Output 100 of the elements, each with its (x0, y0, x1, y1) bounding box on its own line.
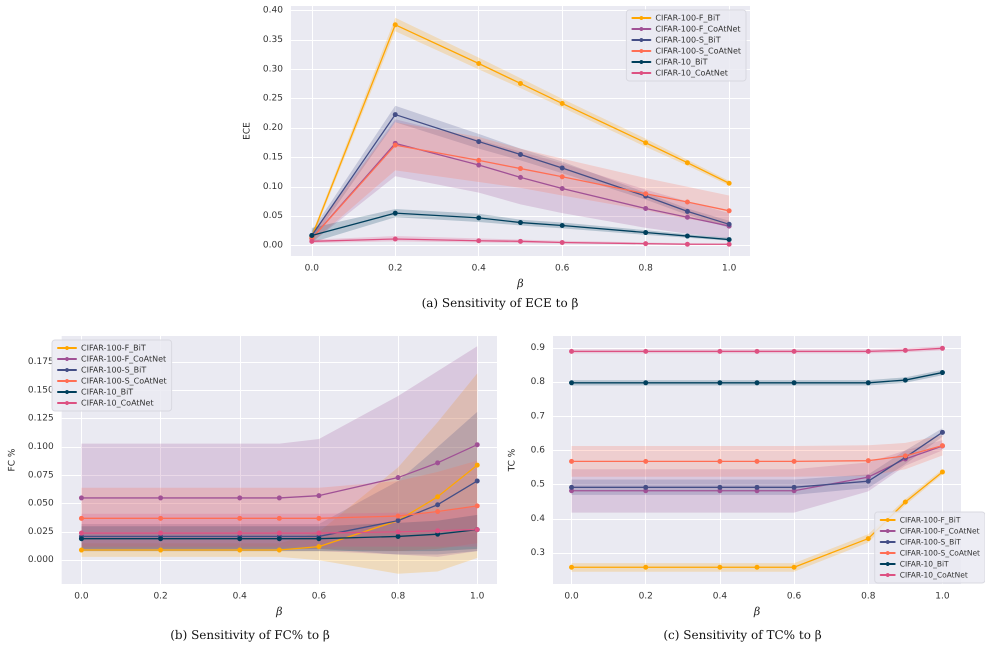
legend-label: CIFAR-10_BiT (655, 58, 708, 66)
point (435, 528, 440, 534)
y-tick-label: 0.25 (262, 94, 283, 104)
point (276, 495, 282, 500)
point (569, 564, 574, 570)
point (435, 502, 440, 508)
point (476, 61, 482, 66)
point (309, 238, 314, 244)
point (717, 458, 722, 464)
x-tick-label: 1.0 (722, 264, 737, 274)
point (476, 215, 482, 220)
point (684, 160, 690, 166)
point (643, 230, 648, 236)
text: (c) Sensitivity of TC% to β (663, 628, 822, 642)
point (396, 514, 401, 519)
x-tick-label: 0.2 (638, 592, 653, 602)
x-tick-label: 0.8 (861, 592, 876, 602)
point (569, 484, 574, 490)
point (560, 174, 565, 180)
point (276, 536, 282, 542)
y-tick-label: 0.025 (28, 526, 54, 537)
point (392, 112, 398, 118)
point (237, 548, 242, 553)
point (560, 186, 565, 192)
x-tick-label: 0.0 (74, 592, 89, 602)
x-tick-label: 0.4 (472, 264, 486, 274)
point (518, 166, 523, 172)
y-tick-label: 0.35 (262, 35, 283, 46)
point (474, 442, 480, 448)
point (643, 564, 648, 570)
x-tick-label: 1.0 (935, 592, 950, 602)
point (643, 206, 648, 211)
point (569, 458, 574, 464)
x-axis-title: β (752, 604, 760, 618)
point (518, 220, 523, 226)
x-tick-label: 0.8 (638, 264, 654, 274)
y-tick-label: 0.8 (530, 377, 546, 388)
point (237, 516, 242, 521)
y-tick-label: 0.6 (530, 445, 546, 456)
x-tick-label: 0.0 (564, 592, 579, 602)
x-tick-label: 0.0 (304, 264, 320, 274)
legend-label: CIFAR-10_CoAtNet (81, 398, 154, 408)
point (560, 100, 565, 106)
y-tick-label: 0.000 (28, 555, 54, 566)
point (902, 378, 908, 383)
point (717, 564, 722, 570)
point (643, 241, 648, 246)
x-axis-title: β (275, 604, 283, 618)
legend-label: CIFAR-100-S_CoAtNet (655, 46, 742, 56)
x-tick-label: 0.6 (312, 592, 326, 602)
point (276, 516, 282, 521)
point (684, 234, 690, 239)
point (396, 475, 401, 480)
legend-label: CIFAR-100-F_CoAtNet (655, 24, 741, 34)
point (158, 536, 164, 542)
point (643, 140, 648, 146)
point (78, 495, 84, 500)
y-tick-label: 0.7 (530, 411, 545, 422)
point (902, 500, 908, 505)
point (754, 380, 760, 386)
point (392, 22, 398, 28)
y-axis-title: ECE (242, 122, 252, 140)
point (435, 509, 440, 514)
y-tick-label: 0.125 (28, 414, 54, 424)
point (569, 380, 574, 386)
point (158, 495, 164, 500)
legend-label: CIFAR-100-F_CoAtNet (81, 354, 166, 364)
y-axis-title: TC % (508, 448, 518, 472)
point (792, 380, 797, 386)
point (684, 214, 690, 220)
point (643, 191, 648, 196)
point (474, 503, 480, 508)
point (866, 478, 871, 484)
point (476, 238, 482, 244)
y-tick-label: 0.10 (262, 182, 284, 192)
point (392, 210, 398, 216)
point (396, 534, 401, 539)
point (902, 348, 908, 353)
y-tick-label: 0.05 (262, 211, 283, 222)
point (518, 80, 523, 86)
y-axis-title: FC % (8, 448, 18, 472)
point (940, 370, 945, 376)
point (792, 484, 797, 490)
y-tick-label: 0.00 (262, 240, 284, 250)
y-tick-label: 0.050 (28, 498, 54, 509)
point (476, 162, 482, 168)
y-tick-label: 0.20 (262, 123, 284, 134)
point (643, 484, 648, 490)
legend-label: CIFAR-100-F_BiT (81, 344, 146, 352)
point (158, 516, 164, 521)
point (726, 237, 732, 242)
point (792, 458, 797, 464)
point (569, 348, 574, 354)
point (237, 536, 242, 542)
x-tick-label: 0.6 (555, 264, 570, 274)
point (474, 462, 480, 468)
point (726, 242, 732, 247)
y-tick-label: 0.075 (28, 470, 54, 480)
point (560, 165, 565, 170)
y-tick-label: 0.15 (262, 152, 283, 162)
